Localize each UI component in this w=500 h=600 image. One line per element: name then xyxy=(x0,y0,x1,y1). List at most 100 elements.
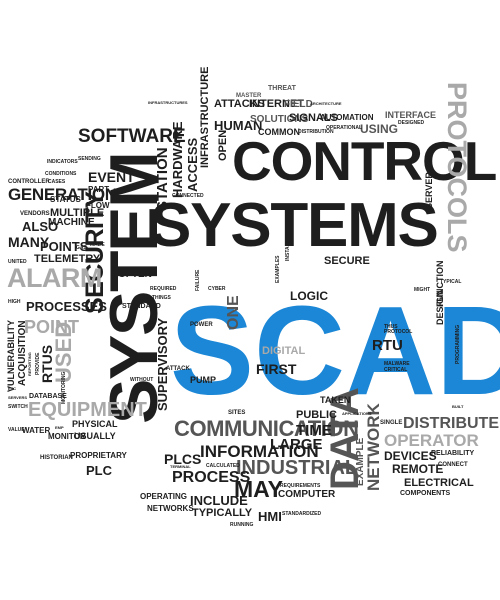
word-scada: SCADA xyxy=(170,280,500,421)
word-flow: FLOW xyxy=(86,201,110,210)
word-distribution: DISTRIBUTION xyxy=(298,129,334,135)
word-designed: DESIGNED xyxy=(398,120,425,126)
word-critical: CRITICAL xyxy=(384,367,408,373)
word-high: HIGH xyxy=(8,299,21,305)
word-malware: MALWARE xyxy=(384,361,410,367)
word-thus: THUS xyxy=(384,324,398,330)
word-points: POINTS xyxy=(40,239,89,254)
word-protocol: PROTOCOL xyxy=(384,329,413,335)
word-include: INCLUDE xyxy=(190,493,248,508)
word-cyber: CYBER xyxy=(208,286,226,292)
word-might: MIGHT xyxy=(414,287,431,293)
word-built: BUILT xyxy=(452,404,464,409)
word-examples: EXAMPLES xyxy=(275,255,281,283)
word-sending: SENDING xyxy=(78,156,101,162)
word-many: MANY xyxy=(8,234,50,250)
word-physical: PHYSICAL xyxy=(72,419,118,429)
word-running: RUNNING xyxy=(230,522,254,528)
word-single: SINGLE xyxy=(380,420,403,426)
word-typically: TYPICALLY xyxy=(192,507,253,519)
word-logic: LOGIC xyxy=(290,289,328,303)
word-value: VALUE xyxy=(8,427,25,433)
word-terminal: TERMINAL xyxy=(170,464,191,469)
word-required: REQUIRED xyxy=(150,286,177,292)
word-applications: APPLICATIONS xyxy=(342,411,372,416)
word-field: FIELD xyxy=(284,99,313,110)
word-provide: PROVIDE xyxy=(35,352,41,375)
word-point: POINT xyxy=(24,317,80,337)
word-historian: HISTORIAN xyxy=(40,455,73,461)
word-made: MADE xyxy=(90,242,105,248)
word-interface: INTERFACE xyxy=(385,110,437,120)
word-process: PROCESS xyxy=(172,469,251,486)
word-rtus: RTUS xyxy=(39,344,55,383)
word-reporting: REPORTING xyxy=(27,352,32,376)
word-protocols: PROTOCOLS xyxy=(442,82,472,253)
word-infrastructure: INFRASTRUCTURE xyxy=(199,66,211,168)
word-installed: INSTALLED xyxy=(285,233,291,261)
word-operational: OPERATIONAL xyxy=(326,125,363,131)
word-station: STATION xyxy=(154,147,171,211)
word-indicators: INDICATORS xyxy=(47,159,78,165)
word-event: EVENT xyxy=(88,169,135,185)
word-without: WITHOUT xyxy=(130,377,154,383)
word-proprietary: PROPRIETARY xyxy=(70,451,127,460)
word-digital: DIGITAL xyxy=(262,345,306,357)
word-example: EXAMPLE xyxy=(355,437,366,486)
word-standard: STANDARD xyxy=(122,303,161,310)
word-etc: ETC xyxy=(8,386,16,391)
word-remote: REMOTE xyxy=(392,462,444,476)
word-usually: USUALLY xyxy=(74,431,116,441)
word-vulnerability: VULNERABILITY xyxy=(6,320,16,392)
word-plcs: PLCS xyxy=(164,451,202,467)
word-information: INFORMATION xyxy=(200,442,319,461)
word-generation: GENERATION xyxy=(8,185,117,204)
word-pump: PUMP xyxy=(190,375,217,385)
word-networks: NETWORKS xyxy=(147,504,194,513)
word-components: COMPONENTS xyxy=(400,490,451,497)
word-solutions: SOLUTIONS xyxy=(250,114,309,125)
word-industrial: INDUSTRIAL xyxy=(236,457,358,479)
word-access: ACCESS xyxy=(185,137,200,192)
word-one: ONE xyxy=(225,295,242,330)
word-connect: CONNECT xyxy=(438,462,468,468)
word-cases: CASES xyxy=(48,179,66,185)
word-open: OPEN xyxy=(217,129,229,161)
word-monitoring: MONITORING xyxy=(61,371,67,404)
word-master: MASTER xyxy=(236,93,262,99)
word-electrical: ELECTRICAL xyxy=(404,477,474,489)
word-standardized: STANDARDIZED xyxy=(282,511,322,517)
word-equipment: EQUIPMENT xyxy=(28,399,147,421)
word-things: THINGS xyxy=(152,295,171,301)
word-operating: OPERATING xyxy=(140,492,187,501)
word-attacks: ATTACKS xyxy=(214,98,265,110)
word-taken: TAKEN xyxy=(320,395,351,405)
word-servers: SERVERS xyxy=(8,395,28,400)
word-software: SOFTWARE xyxy=(78,126,186,147)
word-human: HUMAN xyxy=(214,118,263,133)
word-machine: MACHINE xyxy=(48,217,95,228)
word-operator: OPERATOR xyxy=(384,431,479,450)
word-connected: CONNECTED xyxy=(172,193,204,199)
word-programming: PROGRAMMING xyxy=(455,324,461,364)
word-alarm: ALARM xyxy=(7,263,102,293)
word-internet: INTERNET xyxy=(249,98,304,110)
word-communication: COMMUNICATION xyxy=(174,416,359,441)
word-water: WATER xyxy=(22,426,51,435)
word-calculated: CALCULATED xyxy=(206,463,240,469)
word-emp: EMP xyxy=(55,425,64,430)
word-sites: SITES xyxy=(228,410,246,416)
word-infrastructures: INFRASTRUCTURES xyxy=(148,100,188,105)
word-controller: CONTROLLER xyxy=(8,179,50,185)
word-part: PART xyxy=(88,185,110,194)
word-using: USING xyxy=(360,122,399,136)
word-first: FIRST xyxy=(256,361,297,377)
word-public: PUBLIC xyxy=(296,409,337,421)
word-common: COMMON xyxy=(258,127,300,137)
word-signals: SIGNALS xyxy=(289,112,338,124)
word-design: DESIGN xyxy=(435,290,445,325)
word-rtu: RTU xyxy=(372,337,403,354)
word-multiple: MULTIPLE xyxy=(50,207,105,219)
word-processes: PROCESSES xyxy=(26,299,107,314)
